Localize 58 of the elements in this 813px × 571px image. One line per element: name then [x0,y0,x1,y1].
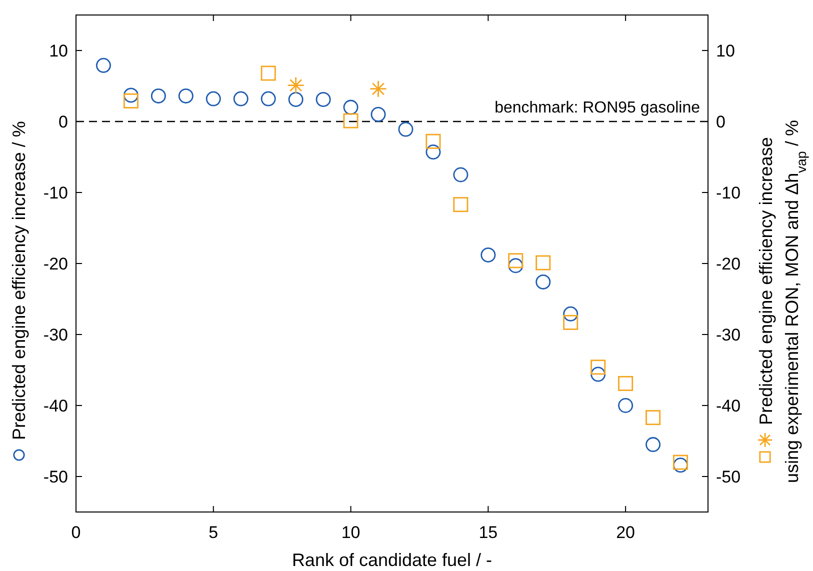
y-tick-label: 10 [49,42,68,60]
point [426,144,441,160]
point [150,88,166,104]
y2-tick-label: 0 [716,112,726,132]
y2-tick-label: -10 [716,184,741,202]
point [260,66,276,81]
y2-tick-label: -40 [716,396,741,416]
point [508,253,524,268]
point [646,410,661,426]
y2-tick-label: -20 [716,254,741,274]
point [260,91,276,106]
point [508,258,524,274]
y-tick-label: -20 [43,254,68,274]
point [646,437,661,452]
point [316,92,331,107]
point [398,122,414,137]
y-tick-label: -10 [43,184,68,202]
x-axis-title: Rank of candidate fuel / - [292,550,492,570]
point [453,197,468,212]
ref-line-label: benchmark: RON95 gasoline [494,100,700,116]
point [590,366,606,382]
point [343,113,358,128]
x-tick-label: 15 [478,523,498,542]
y-tick-label: 0 [58,112,68,132]
point [590,360,606,375]
point [453,167,468,182]
y-tick-label: -50 [43,468,68,486]
y-tick-label: -40 [43,396,68,416]
point [96,58,111,73]
point [536,274,551,290]
y-axis-title: Predicted engine efficiency increase / % [9,121,29,440]
y2-tick-label: 10 [716,42,735,60]
point [370,80,387,98]
point [178,88,194,104]
point [287,76,305,94]
y-tick-label: -30 [43,326,68,344]
x-tick-label: 5 [208,523,218,542]
point [673,454,688,470]
x-tick-label: 20 [616,523,636,542]
point [343,100,358,115]
y2-tick-label: -50 [716,468,741,486]
point [123,93,138,108]
point [233,91,248,106]
point [123,88,138,103]
point [563,314,578,330]
point [480,247,496,262]
point [618,398,634,413]
x-tick-label: 0 [71,523,81,542]
x-tick-label: 10 [341,523,360,542]
point [288,92,304,107]
point [206,91,221,106]
y2-tick-label: -30 [716,326,741,344]
point [536,255,551,270]
point [426,134,441,149]
point [370,106,386,122]
point [563,306,578,322]
point [673,458,688,473]
point [618,376,634,391]
